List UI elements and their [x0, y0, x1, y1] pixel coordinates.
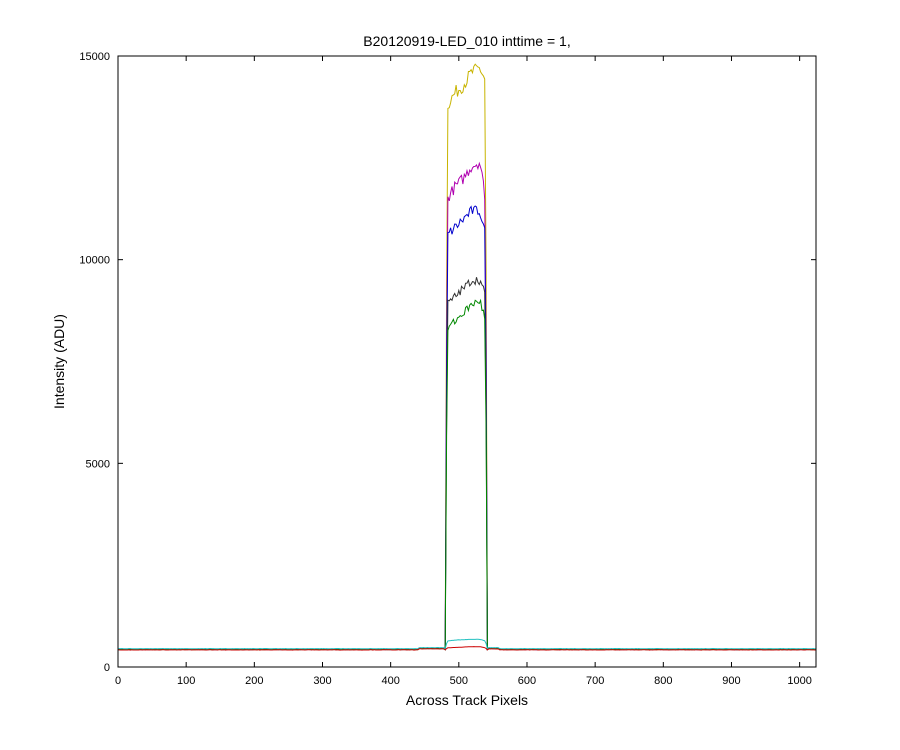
y-tick-label: 5000 [86, 458, 110, 470]
x-tick-label: 700 [586, 675, 604, 687]
x-tick-label: 400 [381, 675, 399, 687]
x-tick-label: 900 [722, 675, 740, 687]
chart-title: B20120919-LED_010 inttime = 1, [363, 33, 570, 49]
y-tick-label: 0 [104, 662, 110, 674]
x-tick-label: 300 [313, 675, 331, 687]
x-axis-label: Across Track Pixels [406, 692, 528, 708]
y-axis-label: Intensity (ADU) [51, 314, 67, 409]
series-line-2 [118, 161, 817, 651]
x-tick-label: 500 [450, 675, 468, 687]
series-line-7 [117, 646, 816, 651]
series-line-1 [117, 63, 817, 651]
x-tick-label: 600 [518, 675, 536, 687]
series-line-6 [117, 638, 816, 650]
series-line-4 [117, 277, 817, 651]
axis-ticks: 0 100 200 300 400 500 600 700 800 900 100005000100… [79, 51, 816, 687]
series-line-3 [117, 205, 817, 651]
x-tick-label: 100 [177, 675, 195, 687]
y-tick-label: 10000 [79, 255, 110, 267]
x-tick-label: 1000 [787, 675, 811, 687]
plot-area-frame [117, 55, 817, 668]
x-tick-label: 0 [115, 675, 121, 687]
series-layer [117, 63, 817, 651]
y-tick-label: 15000 [79, 51, 110, 63]
series-line-5 [118, 298, 816, 651]
x-tick-label: 800 [654, 675, 672, 687]
x-tick-label: 200 [245, 675, 263, 687]
